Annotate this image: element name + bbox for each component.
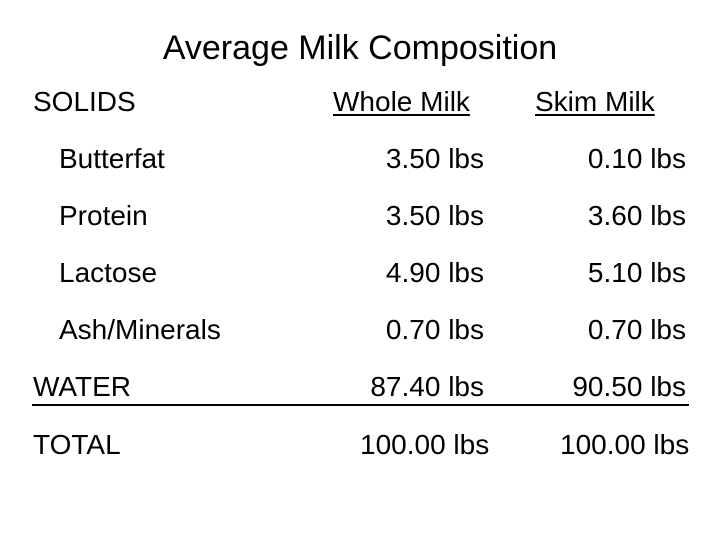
row-label-lactose: Lactose: [59, 257, 158, 288]
row-label-ash-minerals: Ash/Minerals: [59, 314, 221, 345]
cell-butterfat-whole: 3.50 lbs: [385, 143, 484, 174]
row-label-protein: Protein: [59, 200, 148, 231]
column-header-whole-milk: Whole Milk: [333, 86, 470, 117]
cell-total-skim: 100.00 lbs: [560, 429, 690, 460]
cell-protein-whole: 3.50 lbs: [385, 200, 484, 231]
water-underline-divider: [32, 404, 689, 406]
cell-ash-minerals-whole: 0.70 lbs: [385, 314, 484, 345]
cell-protein-skim: 3.60 lbs: [587, 200, 686, 231]
total-label: TOTAL: [33, 429, 121, 460]
cell-ash-minerals-skim: 0.70 lbs: [587, 314, 686, 345]
solids-heading: SOLIDS: [33, 86, 136, 117]
page-title: Average Milk Composition: [162, 29, 558, 67]
cell-lactose-skim: 5.10 lbs: [587, 257, 686, 288]
cell-water-whole: 87.40 lbs: [370, 371, 484, 402]
cell-total-whole: 100.00 lbs: [360, 429, 490, 460]
column-header-skim-milk: Skim Milk: [535, 86, 655, 117]
water-label: WATER: [33, 371, 131, 402]
row-label-butterfat: Butterfat: [59, 143, 165, 174]
cell-water-skim: 90.50 lbs: [572, 371, 686, 402]
cell-butterfat-skim: 0.10 lbs: [587, 143, 686, 174]
cell-lactose-whole: 4.90 lbs: [385, 257, 484, 288]
